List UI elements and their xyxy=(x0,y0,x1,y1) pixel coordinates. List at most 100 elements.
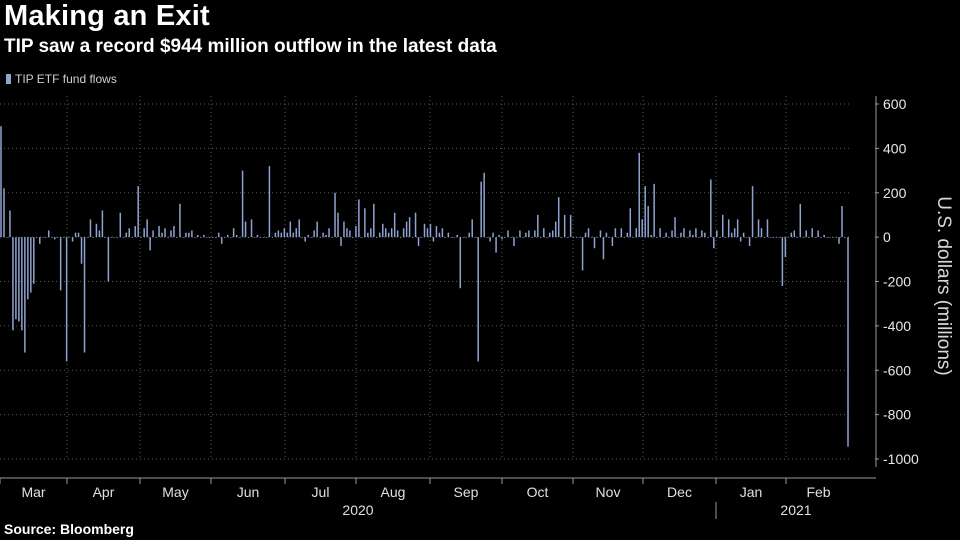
bar xyxy=(420,237,423,238)
bar xyxy=(742,232,745,238)
bar xyxy=(295,228,298,238)
x-month-label: Nov xyxy=(596,484,621,500)
bar xyxy=(39,237,41,244)
bar xyxy=(429,223,432,238)
bar xyxy=(313,230,315,238)
bar xyxy=(152,230,154,238)
bar xyxy=(769,237,772,238)
bar xyxy=(86,237,89,238)
bar xyxy=(393,212,396,238)
x-month-label: Oct xyxy=(527,484,549,500)
bar xyxy=(745,237,748,238)
bar xyxy=(185,232,187,238)
axes xyxy=(0,96,879,519)
bar xyxy=(161,232,163,238)
bar xyxy=(53,237,56,240)
legend-label: TIP ETF fund flows xyxy=(15,72,117,86)
bar xyxy=(590,237,593,238)
y-tick-label: -200 xyxy=(883,274,911,290)
bar xyxy=(495,237,497,253)
bar xyxy=(537,214,539,238)
bar xyxy=(426,228,429,238)
bar xyxy=(760,228,763,238)
bar xyxy=(599,230,602,238)
bar xyxy=(713,237,715,249)
bar xyxy=(235,234,238,238)
x-month-label: Aug xyxy=(381,484,406,500)
bar xyxy=(680,232,682,238)
bar xyxy=(62,237,65,238)
bar xyxy=(671,230,673,238)
bar xyxy=(298,219,300,238)
chart-title: Making an Exit xyxy=(4,0,210,32)
bar xyxy=(104,237,107,238)
bar xyxy=(322,232,324,238)
bar xyxy=(226,234,229,238)
bar xyxy=(626,232,629,238)
bar xyxy=(805,230,807,238)
bar xyxy=(504,237,506,238)
bar xyxy=(611,237,614,246)
bar xyxy=(331,237,333,238)
bar xyxy=(414,212,417,238)
bar xyxy=(775,237,778,238)
bar xyxy=(817,230,819,238)
bar xyxy=(799,203,802,238)
bar xyxy=(206,237,208,238)
bar xyxy=(286,232,289,238)
bar xyxy=(283,228,286,238)
bar xyxy=(438,232,441,238)
bar xyxy=(790,232,793,238)
bar xyxy=(352,237,354,238)
bar xyxy=(65,237,68,362)
bar xyxy=(143,228,145,238)
bar xyxy=(847,237,849,447)
x-year-label: 2020 xyxy=(342,502,373,518)
legend: TIP ETF fund flows xyxy=(6,72,117,86)
bar xyxy=(411,237,414,238)
bar xyxy=(387,232,390,238)
x-month-label: Sep xyxy=(454,484,479,500)
bar xyxy=(820,237,822,238)
bar xyxy=(176,237,178,238)
bar xyxy=(641,219,643,238)
bar xyxy=(793,230,796,238)
bar xyxy=(417,237,420,246)
bar xyxy=(158,226,160,238)
bar xyxy=(787,237,790,238)
bar xyxy=(739,237,742,242)
bar xyxy=(617,237,620,238)
x-month-label: Jul xyxy=(312,484,330,500)
bar xyxy=(620,228,623,238)
bar xyxy=(250,219,253,238)
bar xyxy=(319,237,321,238)
bar xyxy=(733,228,736,238)
bar xyxy=(340,237,342,246)
bar xyxy=(748,237,751,246)
bar xyxy=(623,237,626,238)
bar xyxy=(707,237,709,238)
bar xyxy=(683,228,685,238)
x-month-label: Dec xyxy=(667,484,692,500)
bar xyxy=(122,237,125,238)
bar xyxy=(9,210,11,238)
bar xyxy=(384,228,387,238)
bar xyxy=(98,230,101,238)
bar xyxy=(44,237,47,238)
bar xyxy=(149,237,151,251)
bar xyxy=(516,237,518,238)
bar xyxy=(489,237,491,242)
bar xyxy=(829,237,831,238)
bar xyxy=(214,237,217,238)
bar xyxy=(569,214,572,238)
bar xyxy=(232,228,235,238)
bar xyxy=(593,237,596,249)
bar xyxy=(408,217,411,238)
bar xyxy=(698,237,700,238)
bar xyxy=(802,237,805,238)
legend-swatch xyxy=(6,74,11,84)
bar xyxy=(677,237,679,238)
bar xyxy=(337,212,339,238)
bar xyxy=(223,237,226,238)
